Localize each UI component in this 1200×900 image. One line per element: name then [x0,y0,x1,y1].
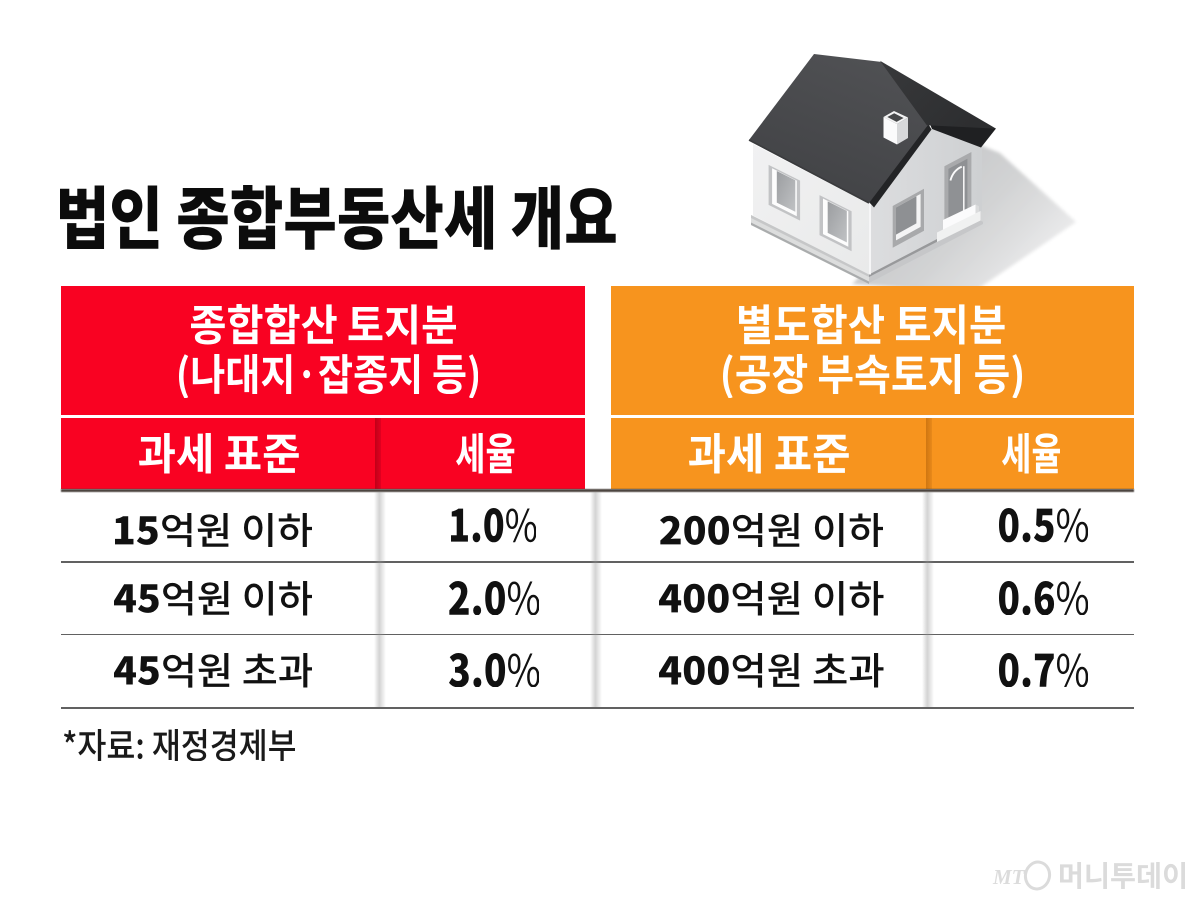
svg-text:MT: MT [992,865,1026,889]
